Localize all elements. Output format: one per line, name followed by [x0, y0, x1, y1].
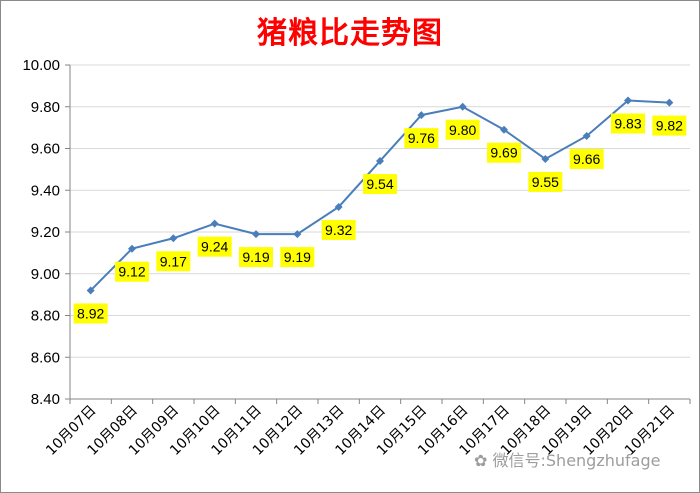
data-label: 8.92 — [77, 305, 104, 321]
chart-title: 猪粮比走势图 — [257, 16, 443, 51]
y-tick-label: 9.60 — [31, 141, 60, 158]
y-tick-label: 9.00 — [31, 266, 60, 283]
data-label: 9.19 — [284, 249, 311, 265]
data-label: 9.80 — [449, 122, 476, 138]
data-point — [417, 111, 426, 120]
data-point — [376, 157, 384, 166]
y-tick-label: 9.20 — [31, 224, 60, 241]
data-point — [252, 230, 260, 239]
data-label-box — [528, 171, 563, 192]
data-label-box — [321, 219, 356, 240]
data-point — [582, 131, 591, 140]
data-point — [541, 154, 550, 163]
data-label: 9.17 — [160, 253, 187, 269]
data-label: 9.66 — [573, 151, 600, 167]
data-label-box — [611, 113, 645, 134]
data-label: 9.82 — [656, 118, 683, 134]
data-point — [665, 98, 674, 107]
data-label: 9.83 — [614, 115, 641, 131]
data-point — [624, 96, 632, 105]
y-tick-label: 8.80 — [31, 308, 60, 325]
data-label: 9.12 — [118, 264, 145, 280]
data-label: 9.32 — [325, 222, 352, 238]
data-label-box — [73, 303, 108, 324]
data-label-box — [280, 247, 315, 268]
data-point — [293, 230, 302, 239]
data-label-box — [569, 148, 604, 169]
data-label-box — [156, 251, 191, 272]
data-label-box — [363, 174, 397, 195]
data-label-box — [115, 261, 149, 282]
data-label: 9.55 — [532, 174, 559, 190]
data-label: 9.24 — [201, 239, 228, 255]
data-point — [458, 102, 467, 111]
data-label-box — [197, 236, 232, 257]
data-label-box — [445, 119, 480, 140]
y-tick-label: 8.60 — [31, 349, 60, 366]
data-label: 9.76 — [408, 130, 435, 146]
y-tick-label: 8.40 — [31, 391, 60, 408]
data-label-box — [487, 142, 521, 163]
y-tick-label: 9.80 — [31, 99, 60, 116]
data-point — [500, 125, 508, 134]
y-tick-label: 9.40 — [31, 182, 60, 199]
y-tick-label: 10.00 — [22, 57, 60, 74]
data-label-box — [652, 115, 687, 136]
wechat-icon: ✿ — [474, 451, 488, 470]
data-label: 9.54 — [366, 176, 393, 192]
data-label: 9.69 — [490, 145, 517, 161]
data-point — [86, 286, 95, 295]
data-point — [334, 202, 343, 211]
data-point — [210, 219, 219, 228]
watermark: ✿ 微信号:Shengzhufage — [474, 447, 660, 471]
watermark-text: 微信号:Shengzhufage — [492, 451, 661, 470]
data-point — [128, 244, 136, 253]
data-label-box — [404, 128, 439, 149]
data-point — [169, 234, 178, 243]
data-label: 9.19 — [242, 249, 269, 265]
data-label-box — [239, 247, 273, 268]
